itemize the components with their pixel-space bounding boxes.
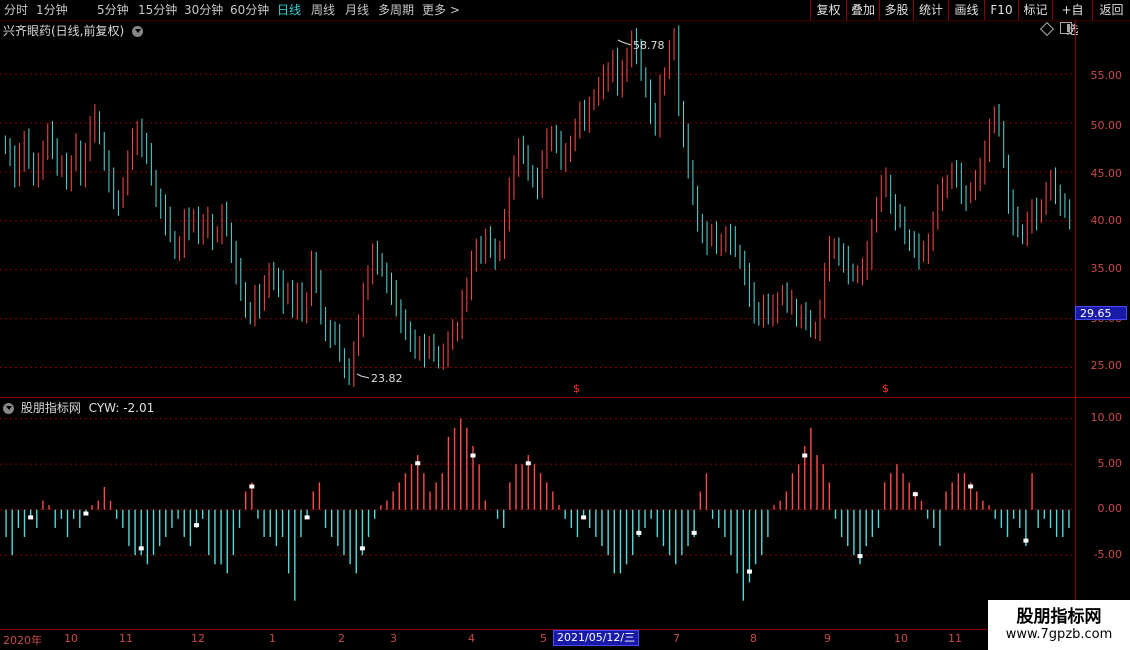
cyw-dot: [691, 530, 697, 535]
price-axis-label: 25.00: [1090, 359, 1123, 372]
back-button[interactable]: 返回: [1092, 0, 1130, 20]
time-axis-label: 2: [338, 632, 345, 645]
cyw-dot: [194, 523, 200, 528]
time-axis-label: 9: [824, 632, 831, 645]
cyw-dot: [1023, 538, 1029, 543]
time-axis-label: 3: [390, 632, 397, 645]
fuquan-button[interactable]: 复权: [810, 0, 846, 20]
cyw-dot: [581, 515, 587, 520]
chevron-down-icon[interactable]: [132, 26, 144, 37]
cyw-dot: [28, 515, 34, 520]
top-toolbar: 分时 1分钟 5分钟 15分钟 30分钟 60分钟 日线 周线 月线 多周期 更…: [0, 0, 1130, 37]
cyw-dot: [968, 484, 974, 489]
price-axis-divider: [1075, 20, 1076, 630]
indicator-axis-label: 0.00: [1097, 502, 1123, 515]
multi-stock-button[interactable]: 多股: [879, 0, 913, 20]
time-axis-label: 1: [269, 632, 276, 645]
watermark-title: 股朋指标网: [1016, 607, 1102, 627]
chevron-down-icon[interactable]: [3, 403, 14, 414]
draw-line-button[interactable]: 画线: [948, 0, 984, 20]
watermark-box: 股朋指标网 www.7gpzb.com: [988, 600, 1130, 650]
low-price-label: 23.82: [371, 372, 403, 385]
tab-daily[interactable]: 日线: [277, 3, 302, 17]
time-axis-label: 5: [540, 632, 547, 645]
price-axis-label: 40.00: [1090, 214, 1123, 227]
time-axis-label: 11: [948, 632, 962, 645]
panel-divider: [0, 397, 1130, 398]
signal-marker: $: [573, 382, 580, 395]
indicator-value: CYW: -2.01: [88, 401, 155, 415]
tab-multi-period[interactable]: 多周期: [378, 3, 415, 17]
signal-marker: $: [882, 382, 889, 395]
price-axis-label: 50.00: [1090, 119, 1123, 132]
time-axis-label: 10: [894, 632, 908, 645]
cyw-dot: [802, 453, 808, 458]
cyw-dot: [304, 515, 310, 520]
tab-5min[interactable]: 5分钟: [97, 3, 129, 17]
time-axis-label: 12: [191, 632, 205, 645]
cursor-date-tag: 2021/05/12/三: [553, 630, 640, 646]
high-price-label: 58.78: [633, 39, 665, 52]
tab-weekly[interactable]: 周线: [311, 3, 336, 17]
stock-title: 兴齐眼药(日线,前复权): [3, 24, 125, 38]
indicator-axis-label: 5.00: [1097, 457, 1123, 470]
f10-button[interactable]: F10: [984, 0, 1018, 20]
time-axis-label: 7: [673, 632, 680, 645]
tab-60min[interactable]: 60分钟: [230, 3, 270, 17]
watermark-url: www.7gpzb.com: [1005, 627, 1113, 642]
low-arrow: [356, 373, 370, 379]
cyw-dot: [359, 546, 365, 551]
indicator-title: 股朋指标网: [20, 401, 81, 415]
high-arrow: [617, 39, 632, 46]
mark-button[interactable]: 标记: [1018, 0, 1052, 20]
cyw-dot: [525, 461, 531, 466]
cyw-dot: [138, 546, 144, 551]
stats-button[interactable]: 统计: [913, 0, 948, 20]
time-axis-label: 10: [64, 632, 78, 645]
cyw-dot: [470, 453, 476, 458]
indicator-axis-label: 10.00: [1090, 411, 1123, 424]
cyw-dot: [857, 554, 863, 559]
cyw-dot: [746, 569, 752, 574]
indicator-axis-label: -5.00: [1093, 548, 1122, 561]
tab-fenshi[interactable]: 分时: [4, 3, 29, 17]
overlay-button[interactable]: 叠加: [846, 0, 879, 20]
tab-30min[interactable]: 30分钟: [184, 3, 224, 17]
tab-15min[interactable]: 15分钟: [138, 3, 178, 17]
time-axis-label: 11: [119, 632, 133, 645]
time-axis-label: 4: [468, 632, 475, 645]
tab-more[interactable]: 更多 >: [422, 3, 460, 17]
cyw-dot: [83, 511, 89, 516]
time-axis-label: 8: [750, 632, 757, 645]
tab-1min[interactable]: 1分钟: [36, 3, 68, 17]
tab-monthly[interactable]: 月线: [345, 3, 370, 17]
current-price-tag: 29.65: [1075, 306, 1127, 320]
price-axis-label: 35.00: [1090, 262, 1123, 275]
time-axis-label: 2020年: [3, 634, 42, 647]
cyw-dot: [415, 461, 421, 466]
indicator-header: 股朋指标网 CYW: -2.01: [3, 399, 154, 416]
cyw-dot: [912, 492, 918, 497]
price-axis-label: 55.00: [1090, 69, 1123, 82]
cyw-dot: [249, 484, 255, 489]
main-chart-header: 兴齐眼药(日线,前复权): [3, 22, 146, 39]
cyw-dot: [636, 530, 642, 535]
time-axis-divider: [0, 629, 1130, 630]
price-axis-label: 45.00: [1090, 167, 1123, 180]
panel-toggle-icon[interactable]: [1060, 22, 1072, 34]
